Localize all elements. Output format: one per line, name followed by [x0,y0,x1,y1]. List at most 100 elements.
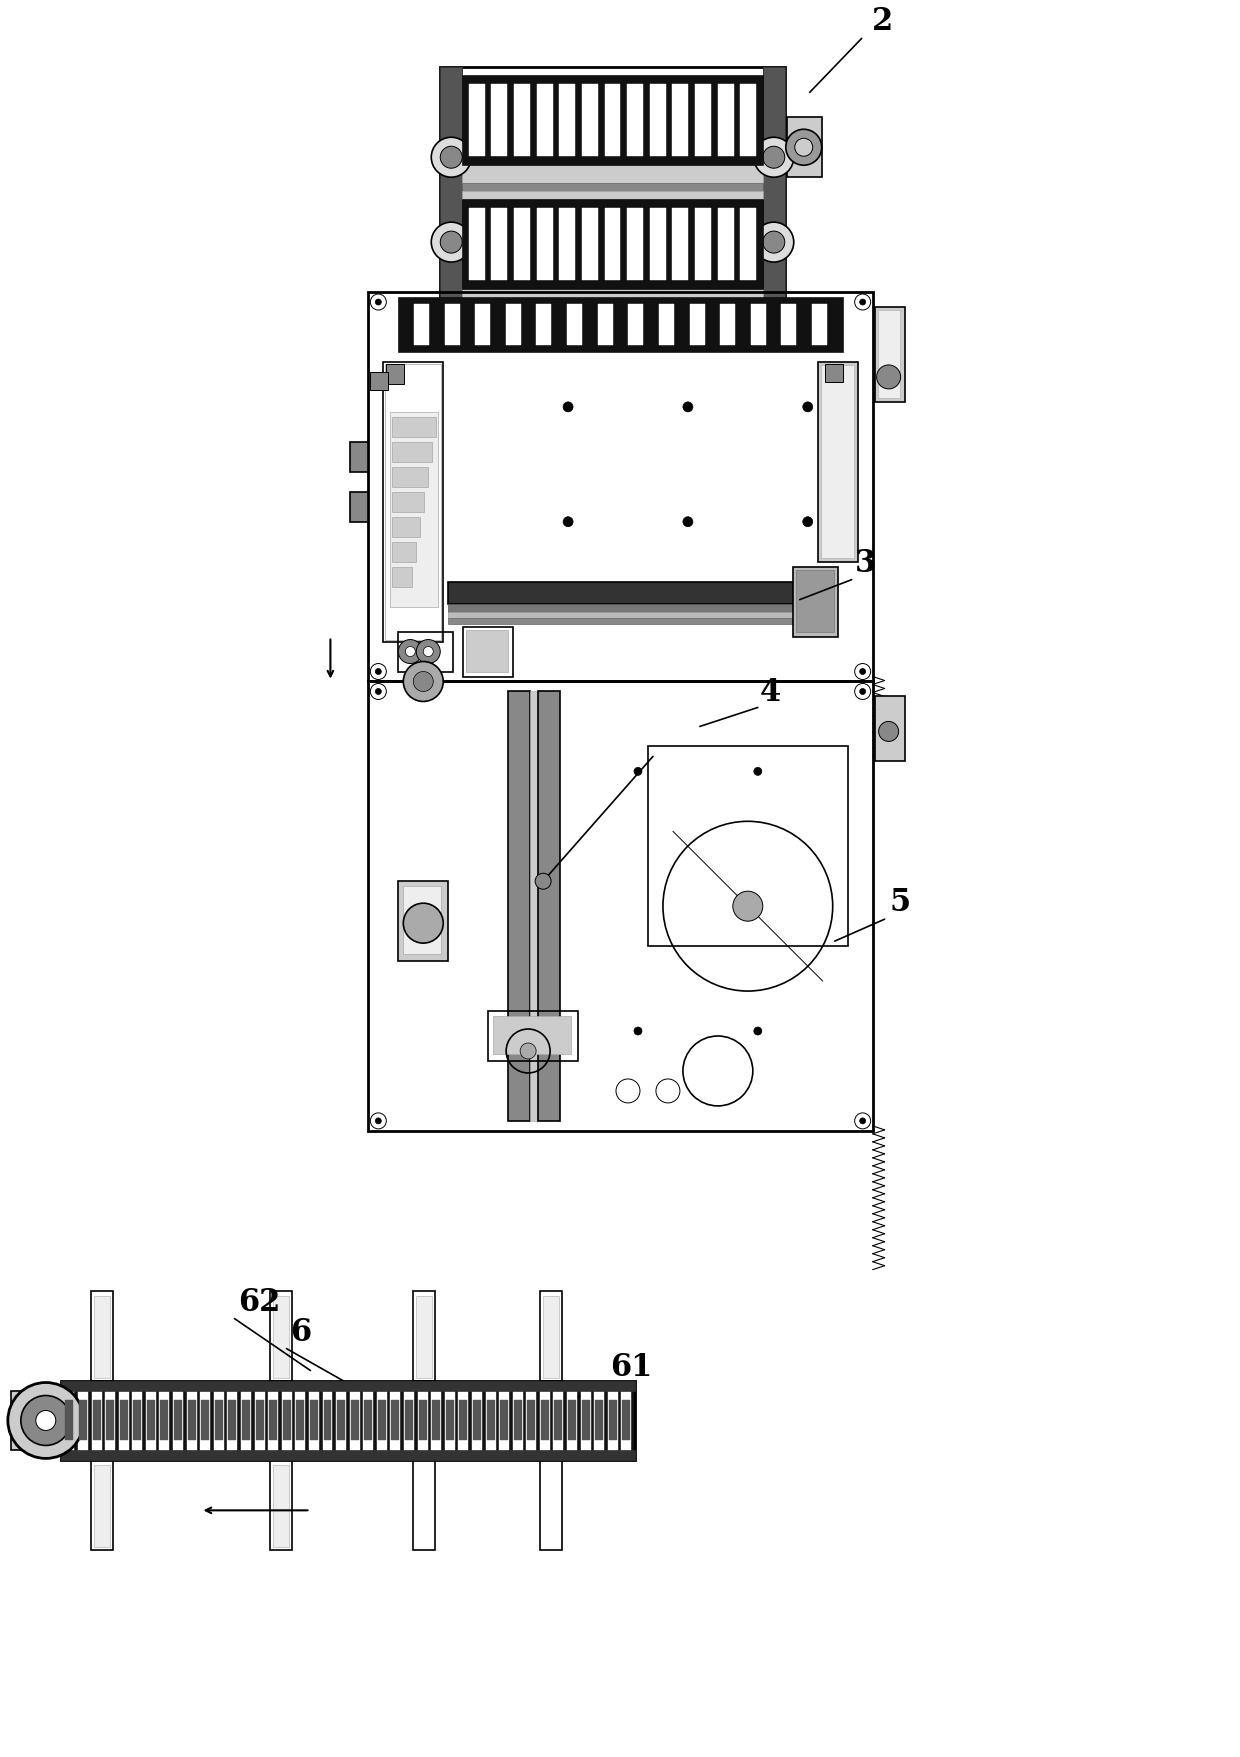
Bar [812,304,827,346]
Bar [268,1385,278,1457]
Bar [378,1400,386,1441]
Circle shape [36,1411,56,1430]
Bar [463,199,763,290]
Bar [554,1400,563,1441]
Bar [538,692,560,1121]
Circle shape [859,689,866,694]
Bar [720,304,735,346]
Bar [559,207,575,279]
Bar [463,192,763,199]
Bar [350,1385,360,1457]
Bar [792,568,838,636]
Bar [174,1400,182,1441]
Bar [255,1400,264,1441]
Circle shape [371,293,387,309]
Circle shape [376,1117,382,1124]
Bar [386,364,441,640]
Bar [94,1295,109,1377]
Bar [537,304,552,346]
Bar [582,1400,590,1441]
Bar [500,1400,508,1441]
Bar [351,492,368,522]
Bar [650,207,666,279]
Bar [414,304,429,346]
Circle shape [417,640,440,664]
Bar [445,304,460,346]
Circle shape [398,640,423,664]
Bar [559,84,575,156]
Bar [491,84,507,156]
Circle shape [634,768,642,775]
Bar [531,692,538,1121]
Bar [228,1400,237,1441]
Text: 5: 5 [889,887,910,919]
Bar [469,207,485,279]
Text: 61: 61 [610,1351,652,1383]
Bar [322,1385,332,1457]
Bar [494,1016,572,1054]
Bar [365,1400,372,1441]
Bar [718,84,734,156]
Bar [387,364,404,385]
Bar [740,207,756,279]
Bar [718,207,734,279]
Bar [440,67,463,332]
Bar [351,1400,358,1441]
Bar [448,617,833,624]
Bar [61,1451,635,1460]
Circle shape [802,402,812,411]
Circle shape [405,647,415,657]
Text: 3: 3 [854,548,875,578]
Bar [537,84,553,156]
Bar [740,84,756,156]
Bar [433,1400,440,1441]
Bar [392,1400,399,1441]
Circle shape [371,1112,387,1130]
Bar [201,1400,210,1441]
Bar [459,1400,467,1441]
Bar [392,568,412,587]
Bar [541,1291,562,1381]
Bar [404,1385,414,1457]
Bar [377,1385,387,1457]
Circle shape [440,232,463,253]
Circle shape [7,1383,84,1458]
Circle shape [859,668,866,675]
Bar [825,364,843,381]
Bar [472,1400,481,1441]
Circle shape [376,689,382,694]
Circle shape [754,221,794,262]
Bar [296,1400,304,1441]
Bar [432,1385,441,1457]
Bar [418,1385,428,1457]
Bar [594,1385,604,1457]
Circle shape [683,402,693,411]
Bar [459,1385,469,1457]
Bar [15,1395,40,1446]
Circle shape [413,671,433,692]
Circle shape [520,1044,536,1059]
Bar [568,1400,577,1441]
Bar [466,629,508,671]
Circle shape [879,722,899,741]
Bar [107,1400,114,1441]
Bar [448,611,833,617]
Bar [513,1400,522,1441]
Circle shape [21,1395,71,1446]
Bar [383,362,443,641]
Bar [486,1385,496,1457]
Bar [506,304,521,346]
Bar [91,1291,113,1381]
Bar [187,1385,197,1457]
Bar [512,1385,523,1457]
Circle shape [859,299,866,306]
Bar [254,1385,264,1457]
Bar [368,682,873,1132]
Circle shape [563,402,573,411]
Bar [61,1381,635,1390]
Bar [658,304,673,346]
Bar [527,1400,536,1441]
Bar [605,207,620,279]
Bar [309,1385,319,1457]
Bar [187,1400,196,1441]
